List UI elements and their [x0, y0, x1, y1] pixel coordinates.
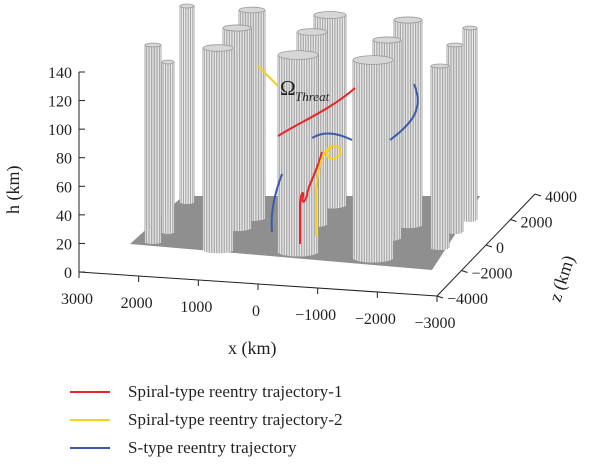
cylinder-cap: [296, 28, 328, 36]
z-tick: [510, 219, 517, 222]
cylinder-cap: [161, 59, 175, 65]
h-tick-label: 100: [48, 122, 72, 139]
z-tick-label: 0: [496, 240, 504, 257]
h-tick-label: 20: [56, 236, 72, 253]
threat-label-omega: Ω: [280, 76, 296, 100]
legend-label-spiral-2: Spiral-type reentry trajectory-2: [128, 410, 343, 429]
cylinder-cap: [462, 25, 478, 31]
z-tick-label: 2000: [521, 215, 553, 232]
axes: 0 20 40 60 80 100 120 140 3000 2000 1000 0 −1000 −200…: [48, 65, 577, 332]
y-axis-label: h (km): [3, 166, 24, 215]
legend-item-s-type: S-type reentry trajectory: [70, 434, 490, 462]
legend-line-s-type: [70, 447, 110, 449]
cylinder-cap: [372, 36, 402, 44]
cylinder-cap: [277, 50, 319, 60]
legend-label-s-type: S-type reentry trajectory: [128, 438, 297, 457]
threat-cylinder: [202, 44, 234, 254]
z-tick: [534, 193, 542, 197]
legend-line-spiral-1: [70, 391, 110, 393]
cylinder-cap: [144, 42, 162, 48]
z-tick-label: −2000: [472, 266, 513, 283]
x-tick-label: 3000: [61, 291, 93, 308]
threat-cylinder: [161, 59, 175, 234]
threat-cylinders: [144, 3, 478, 263]
trajectory-s-type-right: [389, 83, 419, 141]
cylinder-cap: [446, 42, 464, 48]
h-tick-label: 40: [56, 208, 72, 225]
cylinder-cap: [238, 6, 266, 14]
h-tick-label: 80: [56, 151, 72, 168]
legend-item-spiral-1: Spiral-type reentry trajectory-1: [70, 378, 490, 406]
legend-item-spiral-2: Spiral-type reentry trajectory-2: [70, 406, 490, 434]
h-tick-label: 140: [48, 65, 72, 82]
x-tick-label: 0: [252, 303, 260, 320]
x-tick-label: −2000: [355, 311, 396, 328]
cylinder-cap: [352, 55, 394, 65]
x-tick-label: −3000: [414, 315, 455, 332]
x-axis-label: x (km): [228, 338, 277, 359]
cylinder-cap: [202, 44, 234, 52]
cylinder-cap: [430, 63, 450, 69]
legend-line-spiral-2: [70, 419, 110, 421]
z-tick: [485, 244, 493, 248]
h-tick-label: 120: [48, 94, 72, 111]
trajectories: [257, 65, 419, 244]
h-tick-label: 60: [56, 179, 72, 196]
cylinder-body: [431, 66, 449, 250]
threat-cylinder: [462, 25, 478, 222]
cylinder-cap: [222, 24, 252, 32]
z-tick: [436, 295, 444, 299]
trajectory-spiral-1-upper: [277, 87, 356, 137]
cylinder-cap: [393, 16, 423, 24]
cylinder-cap: [313, 11, 347, 19]
cylinder-cap: [179, 3, 195, 9]
trajectory-spiral-2-lower: [315, 144, 342, 236]
z-axis-label: z (km): [545, 253, 580, 305]
trajectory-spiral-1-lower: [299, 151, 323, 244]
z-tick-label: −4000: [447, 291, 488, 308]
trajectory-spiral-2-upper: [257, 65, 279, 87]
threat-cylinder: [430, 63, 450, 250]
legend-label-spiral-1: Spiral-type reentry trajectory-1: [128, 382, 343, 401]
x-tick-label: −1000: [295, 307, 336, 324]
threat-cylinder: [352, 55, 394, 263]
threat-cylinder: [179, 3, 195, 204]
trajectory-s-type-left: [270, 173, 283, 233]
threat-cylinder: [144, 42, 162, 244]
x-tick-label: 2000: [121, 295, 153, 312]
threat-label-subscript: Threat: [295, 89, 330, 104]
x-tick-label: 1000: [180, 299, 212, 316]
z-tick: [461, 270, 468, 273]
legend: Spiral-type reentry trajectory-1 Spiral-…: [70, 378, 490, 462]
h-tick-label: 0: [64, 265, 72, 282]
trajectory-s-type-mid: [311, 132, 353, 141]
z-tick-label: 4000: [545, 189, 577, 206]
threat-cylinder: [277, 50, 319, 257]
